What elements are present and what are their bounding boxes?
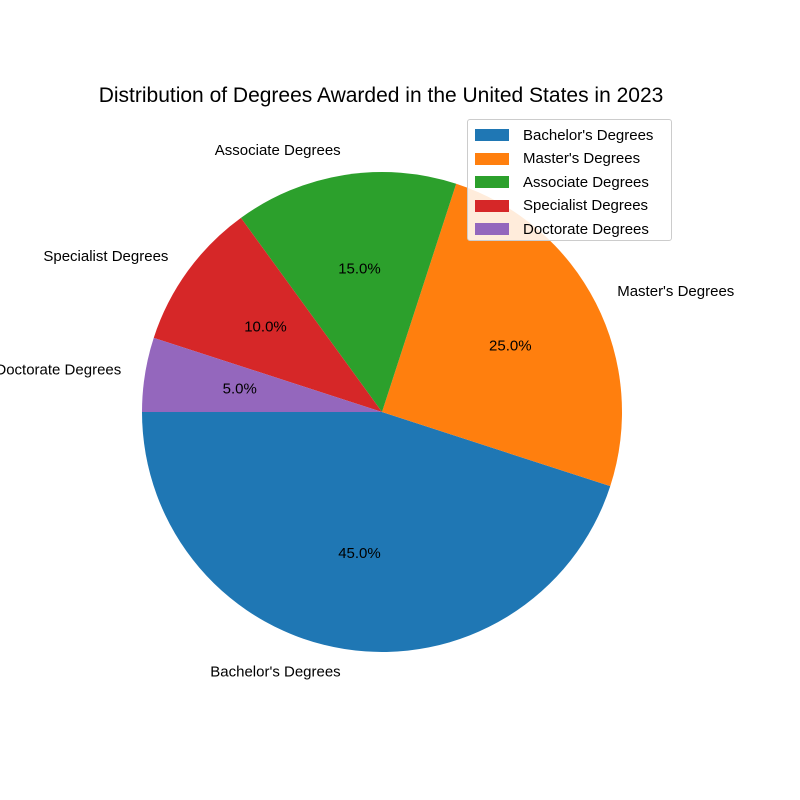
legend-swatch [475, 129, 509, 141]
legend-label: Doctorate Degrees [523, 220, 649, 238]
category-label-associate-degrees: Associate Degrees [215, 142, 341, 159]
category-label-specialist-degrees: Specialist Degrees [43, 248, 168, 265]
pct-label-doctorate-degrees: 5.0% [223, 380, 257, 397]
pct-label-master-s-degrees: 25.0% [489, 338, 532, 355]
pct-label-associate-degrees: 15.0% [338, 261, 381, 278]
legend-swatch [475, 199, 509, 212]
pie-slice-doctorate-degrees [142, 337, 382, 412]
legend-swatch [475, 176, 509, 188]
legend-label: Bachelor's Degrees [523, 126, 654, 144]
chart-title: Distribution of Degrees Awarded in the U… [98, 84, 664, 107]
pct-label-specialist-degrees: 10.0% [244, 318, 287, 335]
legend-item-bachelor-s-degrees: Bachelor's Degrees [475, 125, 653, 145]
legend-item-master-s-degrees: Master's Degrees [475, 149, 640, 169]
pie-slice-specialist-degrees [153, 217, 382, 412]
legend-swatch [475, 223, 509, 235]
pie-slice-master-s-degrees [382, 183, 622, 487]
legend-label: Specialist Degrees [523, 197, 649, 214]
legend-label: Master's Degrees [523, 150, 641, 167]
legend-label: Associate Degrees [523, 173, 649, 191]
legend: Bachelor's Degrees Master's Degrees Associ… [467, 119, 672, 241]
legend-item-associate-degrees: Associate Degrees [475, 172, 649, 192]
legend-item-doctorate-degrees: Doctorate Degrees [475, 219, 649, 239]
pie-slice-bachelor-s-degrees [142, 412, 611, 652]
pie-slice-associate-degrees [240, 172, 457, 412]
category-label-bachelor-s-degrees: Bachelor's Degrees [210, 664, 340, 681]
category-label-master-s-degrees: Master's Degrees [617, 283, 734, 300]
legend-item-specialist-degrees: Specialist Degrees [475, 196, 648, 216]
category-label-doctorate-degrees: Doctorate Degrees [0, 362, 121, 379]
pct-label-bachelor-s-degrees: 45.0% [338, 545, 381, 562]
legend-swatch [475, 152, 509, 165]
